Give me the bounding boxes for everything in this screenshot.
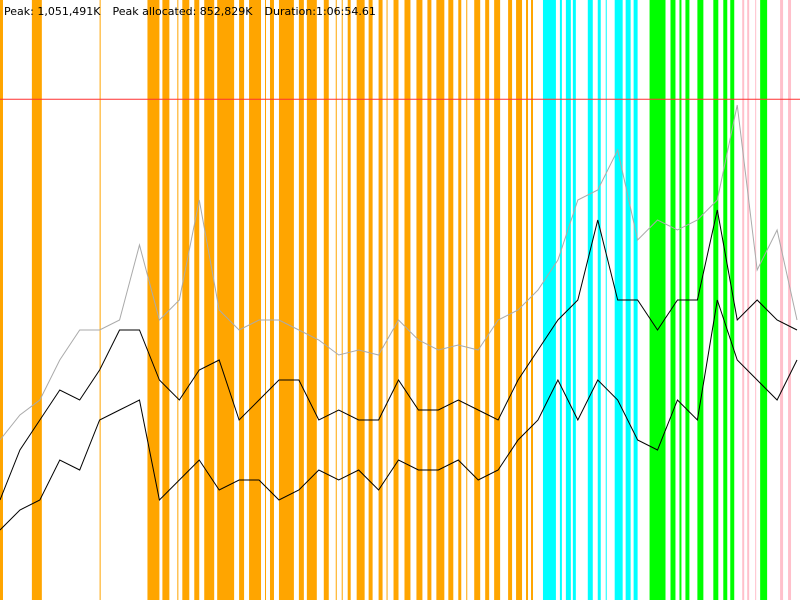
event-band	[542, 0, 556, 600]
event-band	[31, 0, 42, 600]
event-band	[516, 0, 523, 600]
event-band	[670, 0, 676, 600]
event-band	[378, 0, 383, 600]
event-band	[436, 0, 445, 600]
event-band	[99, 0, 101, 600]
event-band	[485, 0, 490, 600]
event-band	[713, 0, 719, 600]
event-band	[298, 0, 304, 600]
event-band	[780, 0, 784, 600]
memory-line	[0, 299, 798, 531]
event-band	[182, 0, 190, 600]
event-band	[747, 0, 750, 600]
event-band	[177, 0, 179, 600]
event-band	[393, 0, 399, 600]
event-band	[526, 0, 529, 600]
event-band	[0, 0, 3, 600]
event-band	[605, 0, 607, 600]
event-band	[239, 0, 245, 600]
event-band	[649, 0, 666, 600]
event-band	[269, 0, 274, 600]
event-band	[249, 0, 262, 600]
status-text: Peak: 1,051,491K	[4, 5, 101, 18]
event-band	[755, 0, 757, 600]
event-band	[356, 0, 365, 600]
event-band	[466, 0, 468, 600]
event-band	[368, 0, 373, 600]
event-band	[427, 0, 432, 600]
event-band	[306, 0, 317, 600]
event-band	[597, 0, 601, 600]
event-band	[760, 0, 768, 600]
event-band	[494, 0, 501, 600]
event-band	[572, 0, 576, 600]
event-band	[723, 0, 728, 600]
event-band	[474, 0, 481, 600]
event-band	[347, 0, 351, 600]
status-text: Duration:1:06:54.61	[265, 5, 376, 18]
event-band	[265, 0, 267, 600]
event-band	[559, 0, 562, 600]
event-band	[386, 0, 388, 600]
event-band	[404, 0, 411, 600]
event-band	[341, 0, 343, 600]
event-band	[335, 0, 337, 600]
event-band	[448, 0, 454, 600]
event-band	[788, 0, 792, 600]
event-band	[531, 0, 534, 600]
event-band	[697, 0, 704, 600]
event-band	[587, 0, 593, 600]
event-band	[194, 0, 200, 600]
event-band	[742, 0, 745, 600]
memory-line	[0, 104, 798, 441]
memory-line	[0, 209, 798, 501]
event-band	[508, 0, 513, 600]
event-band	[730, 0, 735, 600]
event-band	[565, 0, 571, 600]
event-band	[204, 0, 215, 600]
event-band	[162, 0, 170, 600]
event-band	[147, 0, 160, 600]
event-band	[458, 0, 462, 600]
event-band	[278, 0, 294, 600]
event-band	[323, 0, 329, 600]
event-band	[217, 0, 235, 600]
event-band	[416, 0, 423, 600]
status-text: Peak allocated: 852,829K	[113, 5, 254, 18]
